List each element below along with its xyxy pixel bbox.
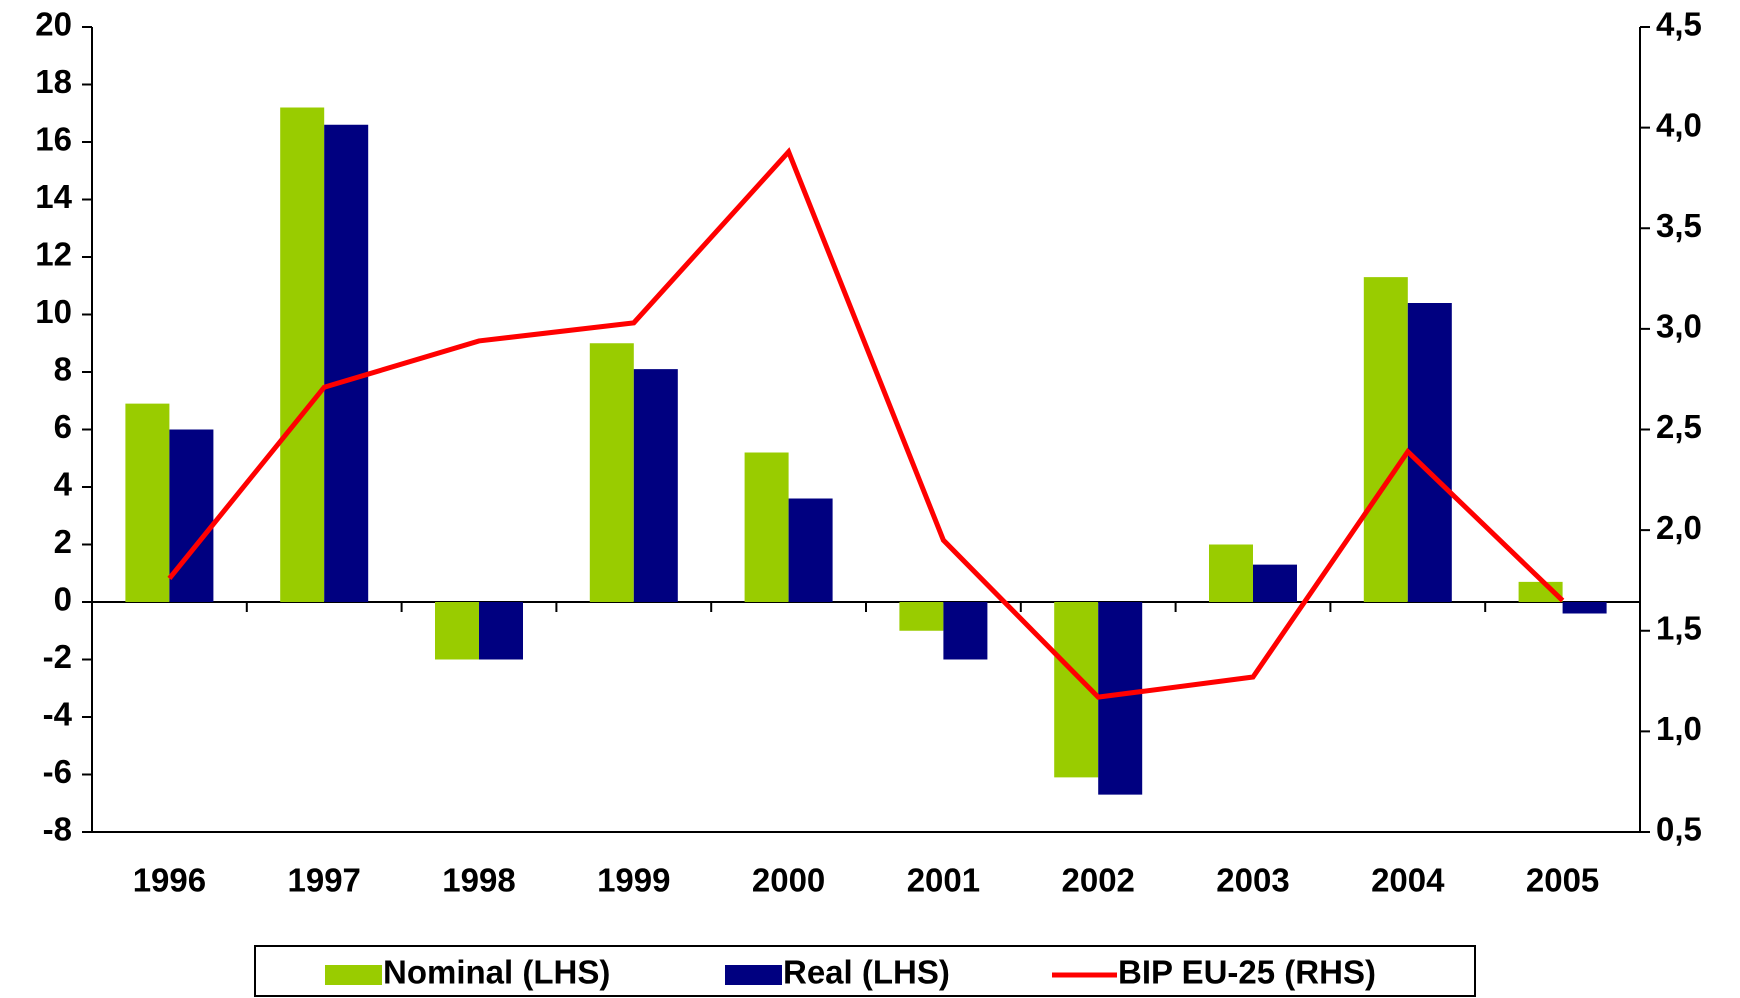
legend-label: BIP EU-25 (RHS) [1118,954,1376,991]
y-tick-label: 10 [35,293,72,330]
bar [899,602,944,631]
y-tick-label: 18 [35,63,72,100]
bar [744,452,789,602]
y2-tick-label: 1,5 [1656,609,1702,646]
x-tick-label: 1996 [133,862,206,899]
line [167,147,1565,700]
x-tick-label: 1998 [442,862,515,899]
y-tick-label: 14 [35,178,72,215]
bar [169,429,214,602]
bar [943,602,988,660]
bar [280,107,325,602]
y-tick-label: 12 [35,236,72,273]
y2-tick-label: 4,0 [1656,106,1702,143]
y2-tick-label: 2,0 [1656,509,1702,546]
x-tick-label: 2004 [1371,862,1445,899]
x-tick-label: 2000 [752,862,825,899]
y-tick-label: -8 [43,811,72,848]
y-tick-label: 20 [35,6,72,43]
y-tick-label: 6 [54,408,72,445]
bar [1209,544,1253,602]
y2-tick-label: 2,5 [1656,408,1702,445]
legend-box [254,945,1476,997]
bar [479,602,523,660]
y2-tick-label: 3,5 [1656,207,1702,244]
x-tick-label: 2001 [907,862,980,899]
bar [324,124,369,602]
bar [1363,277,1408,602]
x-tick-label: 2002 [1061,862,1134,899]
x-tick-label: 2005 [1526,862,1599,899]
y-tick-label: -6 [43,753,72,790]
y-tick-label: 4 [54,466,73,503]
bar [435,602,479,660]
bar [125,403,170,602]
y-tick-label: 8 [54,351,72,388]
bar [788,498,833,602]
bar [1407,303,1452,602]
y-tick-label: 2 [54,523,72,560]
y-tick-label: -4 [43,696,73,733]
y2-tick-label: 3,0 [1656,308,1702,345]
y2-tick-label: 4,5 [1656,6,1702,43]
bar [633,369,678,602]
y-tick-label: -2 [43,638,72,675]
y-tick-label: 0 [54,581,72,618]
bar [1253,564,1297,602]
legend-swatch [725,965,782,985]
legend-swatch [325,965,382,985]
legend-label: Real (LHS) [783,954,950,991]
y-tick-label: 16 [35,121,72,158]
x-tick-label: 1999 [597,862,670,899]
y2-tick-label: 1,0 [1656,710,1702,747]
legend-label: Nominal (LHS) [383,954,610,991]
y2-tick-label: 0,5 [1656,811,1702,848]
bar [589,343,634,602]
x-tick-label: 2003 [1216,862,1289,899]
x-tick-label: 1997 [287,862,360,899]
bar [1562,602,1607,614]
